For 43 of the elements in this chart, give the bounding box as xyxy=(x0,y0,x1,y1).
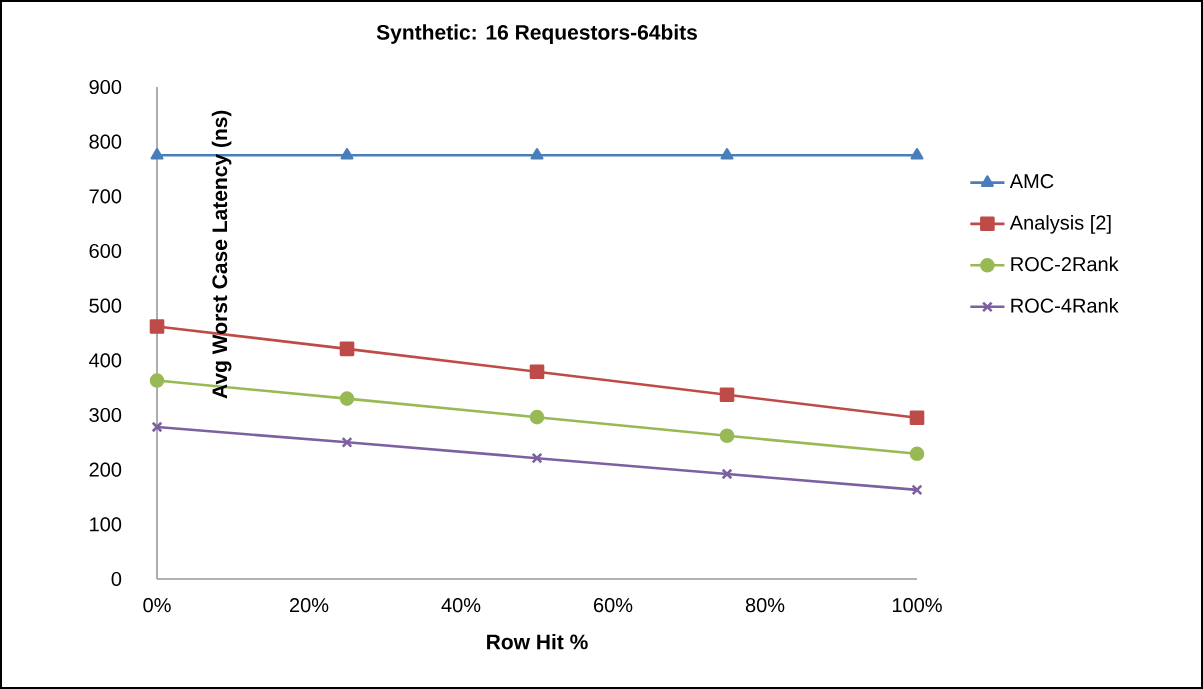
point xyxy=(341,436,353,448)
legend-label: Analysis [2] xyxy=(1009,215,1111,234)
point xyxy=(530,148,544,160)
y-tick-label: 300 xyxy=(89,407,122,423)
y-tick-label: 800 xyxy=(89,134,122,149)
point xyxy=(149,373,165,388)
chart-title: Synthetic: 16 Requestors-64bits xyxy=(376,24,697,44)
legend-label: AMC xyxy=(1009,174,1054,189)
point xyxy=(531,452,543,464)
point xyxy=(529,364,545,380)
y-tick-label: 600 xyxy=(89,243,122,259)
x-tick-label: 0% xyxy=(143,598,171,613)
x-tick-label: 100% xyxy=(892,598,942,613)
point xyxy=(339,391,355,406)
point xyxy=(529,409,545,425)
point xyxy=(340,148,354,160)
x-tick-label: 80% xyxy=(745,598,785,613)
point xyxy=(721,468,733,480)
point xyxy=(720,148,734,160)
legend-label: ROC-4Rank xyxy=(1011,298,1119,313)
y-tick-label: 700 xyxy=(89,189,122,204)
x-tick-label: 20% xyxy=(290,598,329,613)
x-tick-label: 40% xyxy=(441,598,481,613)
y-tick-label: 100 xyxy=(90,517,122,532)
point xyxy=(149,319,165,334)
y-tick-label: 400 xyxy=(89,353,122,368)
x-tick-label: 60% xyxy=(594,598,633,613)
y-tick-label: 0 xyxy=(111,571,122,587)
point xyxy=(719,428,735,444)
point xyxy=(150,148,164,160)
y-tick-label: 500 xyxy=(89,298,122,313)
point xyxy=(909,446,925,462)
point xyxy=(339,341,355,357)
x-axis-title: Row Hit % xyxy=(487,633,588,650)
point xyxy=(911,484,923,496)
point xyxy=(909,410,925,426)
point xyxy=(910,148,924,160)
point xyxy=(719,387,735,403)
y-axis-title: Avg Worst Case Latency (ns) xyxy=(211,110,232,399)
y-tick-label: 200 xyxy=(89,462,122,477)
point xyxy=(151,421,163,433)
y-tick-label: 900 xyxy=(89,79,122,95)
legend-label: ROC-2Rank xyxy=(1011,256,1119,272)
